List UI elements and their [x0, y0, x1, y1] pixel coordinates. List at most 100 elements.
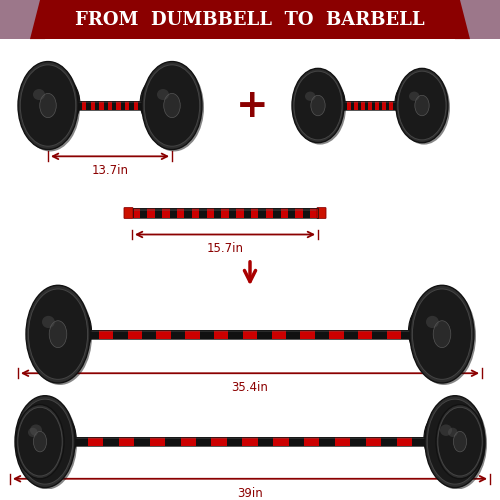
Bar [258, 437, 273, 446]
Ellipse shape [18, 62, 78, 150]
Bar [125, 101, 130, 110]
Ellipse shape [427, 399, 483, 484]
Bar [416, 330, 430, 338]
Ellipse shape [440, 416, 472, 463]
Bar [78, 101, 82, 110]
Ellipse shape [427, 398, 487, 490]
Bar [390, 101, 393, 110]
Bar [396, 437, 412, 446]
Bar [280, 208, 288, 218]
Polygon shape [0, 0, 45, 39]
Bar [326, 101, 330, 110]
Bar [326, 101, 414, 110]
Bar [382, 101, 386, 110]
Bar [90, 101, 95, 110]
Bar [56, 101, 164, 110]
Bar [192, 208, 199, 218]
Bar [99, 101, 103, 110]
Bar [329, 330, 344, 338]
Bar [132, 208, 318, 218]
Bar [310, 208, 318, 218]
Ellipse shape [46, 78, 80, 126]
Bar [222, 208, 228, 218]
Bar [140, 208, 147, 218]
Ellipse shape [44, 414, 76, 464]
Ellipse shape [410, 102, 418, 104]
Bar [364, 101, 368, 110]
Bar [214, 330, 228, 338]
Ellipse shape [313, 104, 317, 107]
Bar [185, 330, 200, 338]
Ellipse shape [34, 432, 46, 452]
Ellipse shape [396, 68, 448, 142]
Ellipse shape [28, 416, 60, 463]
Bar [243, 330, 257, 338]
Bar [244, 208, 251, 218]
Bar [199, 208, 206, 218]
FancyBboxPatch shape [317, 208, 326, 218]
Ellipse shape [26, 286, 90, 383]
Bar [273, 208, 280, 218]
Bar [132, 208, 140, 218]
Text: 35.4in: 35.4in [232, 381, 268, 394]
Ellipse shape [438, 408, 482, 476]
Ellipse shape [426, 336, 434, 338]
FancyBboxPatch shape [50, 434, 64, 449]
Ellipse shape [43, 104, 47, 107]
Bar [121, 101, 125, 110]
Ellipse shape [398, 71, 446, 140]
Ellipse shape [408, 304, 444, 358]
Bar [335, 437, 350, 446]
Bar [154, 208, 162, 218]
Ellipse shape [426, 330, 434, 332]
Bar [266, 208, 273, 218]
Bar [404, 101, 407, 110]
Bar [387, 330, 401, 338]
Bar [70, 330, 430, 332]
Bar [347, 101, 350, 110]
Bar [350, 437, 366, 446]
Ellipse shape [319, 86, 343, 119]
Bar [326, 101, 414, 103]
Ellipse shape [18, 406, 66, 480]
Bar [160, 101, 164, 110]
Bar [57, 437, 443, 446]
Bar [84, 330, 99, 338]
Ellipse shape [322, 102, 330, 104]
Ellipse shape [398, 70, 450, 144]
Ellipse shape [20, 65, 76, 146]
Bar [56, 101, 164, 103]
Bar [177, 208, 184, 218]
Bar [344, 101, 347, 110]
Ellipse shape [16, 404, 64, 479]
Bar [393, 101, 396, 110]
Ellipse shape [425, 396, 485, 488]
Ellipse shape [40, 102, 50, 109]
Ellipse shape [56, 304, 92, 358]
Bar [212, 437, 227, 446]
Bar [112, 101, 116, 110]
Ellipse shape [412, 289, 472, 380]
Ellipse shape [433, 320, 451, 347]
Ellipse shape [305, 92, 316, 101]
Ellipse shape [28, 428, 38, 437]
Ellipse shape [454, 438, 464, 446]
Bar [156, 330, 171, 338]
Bar [354, 101, 358, 110]
Ellipse shape [415, 96, 429, 116]
Bar [99, 330, 113, 338]
Bar [95, 101, 99, 110]
Bar [86, 101, 90, 110]
Bar [170, 208, 177, 218]
Bar [368, 101, 372, 110]
Bar [200, 330, 214, 338]
Bar [116, 101, 121, 110]
Bar [119, 437, 134, 446]
Bar [180, 437, 196, 446]
Ellipse shape [160, 102, 168, 104]
Bar [113, 330, 128, 338]
Bar [340, 101, 344, 110]
Ellipse shape [49, 320, 67, 347]
Bar [72, 437, 88, 446]
Ellipse shape [39, 440, 43, 443]
